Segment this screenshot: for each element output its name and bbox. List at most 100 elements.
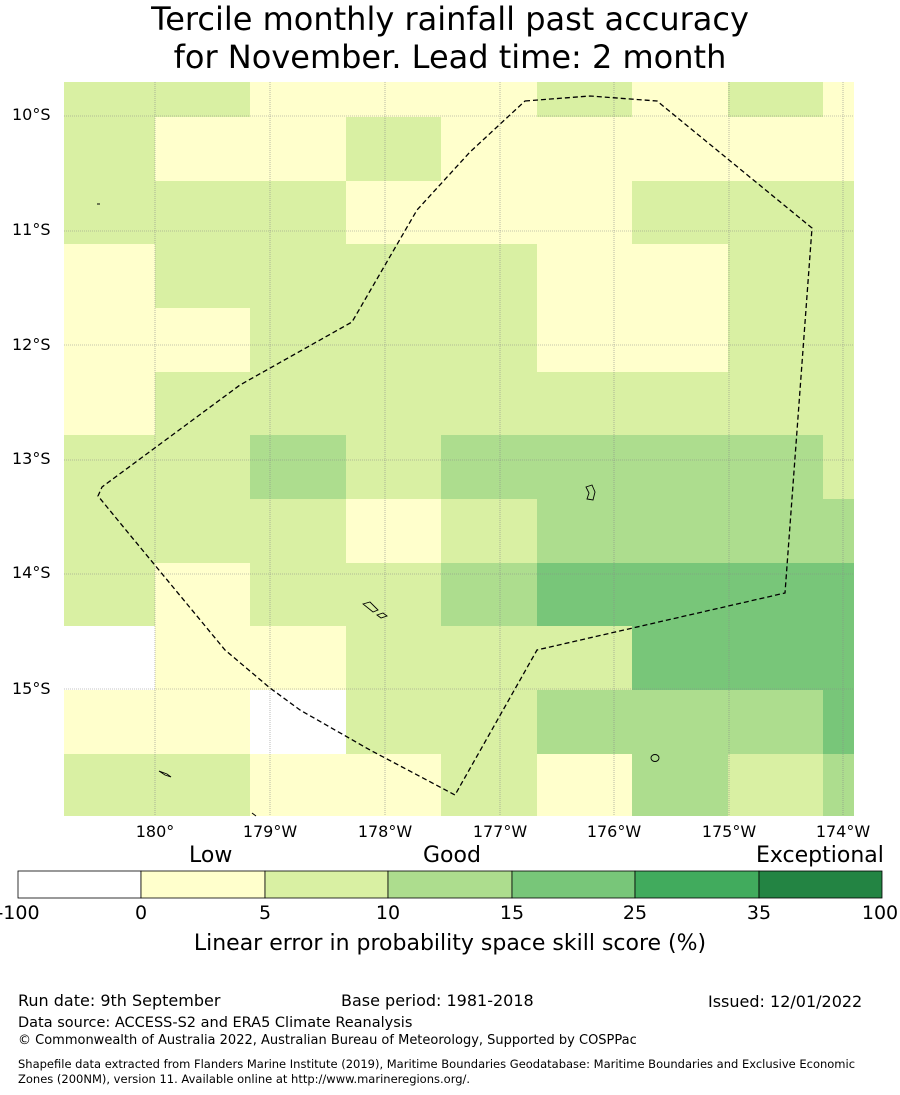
grid-cell	[346, 563, 441, 626]
grid-cell	[441, 754, 537, 816]
grid-cell	[346, 372, 441, 435]
colorbar-tick: 10	[375, 902, 401, 924]
grid-cell	[346, 181, 441, 244]
grid-cell	[823, 626, 854, 690]
grid-cell	[64, 181, 155, 244]
shapefile-credit-line: Zones (200NM), version 11. Available onl…	[18, 1072, 471, 1086]
colorbar-swatch	[634, 870, 760, 899]
grid-cell	[64, 563, 155, 626]
grid-cell	[441, 690, 537, 754]
colorbar-swatch	[511, 870, 636, 899]
lon-label: 180°	[135, 822, 175, 841]
grid-cell	[823, 563, 854, 626]
colorbar-swatch	[17, 870, 142, 899]
grid-cell	[155, 181, 250, 244]
lat-label: 11°S	[12, 220, 51, 239]
grid-cell	[250, 499, 346, 563]
grid-cell	[823, 308, 854, 372]
grid-cell	[823, 181, 854, 244]
grid-cell	[632, 435, 728, 499]
map-title: Tercile monthly rainfall past accuracy f…	[0, 0, 900, 76]
grid-cell	[537, 181, 632, 244]
category-low: Low	[189, 843, 233, 868]
lat-label: 14°S	[12, 563, 51, 582]
grid-cell	[632, 626, 728, 690]
grid-cell	[823, 690, 854, 754]
lat-label: 12°S	[12, 335, 51, 354]
grid-cell	[250, 372, 346, 435]
colorbar-tick: -100	[0, 902, 40, 924]
grid-cell	[250, 435, 346, 499]
grid-cell	[64, 435, 155, 499]
grid-cell	[346, 499, 441, 563]
shapefile-credit: Shapefile data extracted from Flanders M…	[18, 1057, 900, 1087]
colorbar	[17, 870, 883, 899]
lon-label: 178°W	[357, 822, 413, 841]
grid-cell	[632, 117, 728, 181]
grid-cell	[441, 626, 537, 690]
grid-cell	[64, 372, 155, 435]
island-outline	[585, 484, 596, 501]
grid-cell	[250, 626, 346, 690]
lat-label: 10°S	[12, 105, 51, 124]
base-period: Base period: 1981-2018	[341, 991, 534, 1010]
grid-cell	[346, 244, 441, 308]
grid-cell	[632, 690, 728, 754]
grid-cell	[537, 690, 632, 754]
grid-cell	[250, 563, 346, 626]
grid-cell	[823, 82, 854, 117]
issued-date: Issued: 12/01/2022	[708, 992, 863, 1011]
grid-cell	[346, 690, 441, 754]
grid-cell	[155, 308, 250, 372]
colorbar-tick: 15	[499, 902, 525, 924]
grid-cell	[155, 82, 250, 117]
grid-cell	[823, 435, 854, 499]
grid-cell	[728, 626, 823, 690]
lat-label: 13°S	[12, 449, 51, 468]
skill-grid	[64, 82, 854, 816]
lon-label: 176°W	[586, 822, 642, 841]
grid-cell	[155, 244, 250, 308]
grid-cell	[728, 754, 823, 816]
grid-cell	[728, 690, 823, 754]
colorbar-swatch	[387, 870, 513, 899]
grid-cell	[64, 690, 155, 754]
grid-cell	[155, 690, 250, 754]
grid-cell	[441, 308, 537, 372]
grid-cell	[441, 82, 537, 117]
grid-cell	[728, 563, 823, 626]
grid-cell	[537, 117, 632, 181]
grid-cell	[537, 244, 632, 308]
grid-cell	[537, 308, 632, 372]
grid-cell	[728, 499, 823, 563]
grid-cell	[250, 82, 346, 117]
colorbar-swatch	[264, 870, 389, 899]
grid-cell	[155, 435, 250, 499]
island-outline	[650, 754, 660, 762]
grid-cell	[632, 499, 728, 563]
grid-cell	[823, 117, 854, 181]
grid-cell	[632, 754, 728, 816]
grid-cell	[537, 626, 632, 690]
grid-cell	[441, 499, 537, 563]
island-outline	[362, 601, 379, 613]
grid-cell	[728, 435, 823, 499]
grid-cell	[537, 499, 632, 563]
grid-cell	[441, 435, 537, 499]
colorbar-tick: 0	[134, 902, 148, 924]
grid-cell	[64, 754, 155, 816]
grid-cell	[632, 308, 728, 372]
grid-cell	[64, 117, 155, 181]
colorbar-title: Linear error in probability space skill …	[193, 931, 707, 956]
colorbar-swatch	[758, 870, 883, 899]
colorbar-tick: 100	[861, 902, 899, 924]
grid-cell	[250, 754, 346, 816]
grid-cell	[728, 82, 823, 117]
island-outline	[251, 812, 257, 817]
grid-cell	[346, 626, 441, 690]
lon-label: 179°W	[242, 822, 298, 841]
grid-cell	[155, 626, 250, 690]
grid-cell	[346, 435, 441, 499]
copyright: © Commonwealth of Australia 2022, Austra…	[18, 1033, 637, 1048]
lat-label: 15°S	[12, 679, 51, 698]
